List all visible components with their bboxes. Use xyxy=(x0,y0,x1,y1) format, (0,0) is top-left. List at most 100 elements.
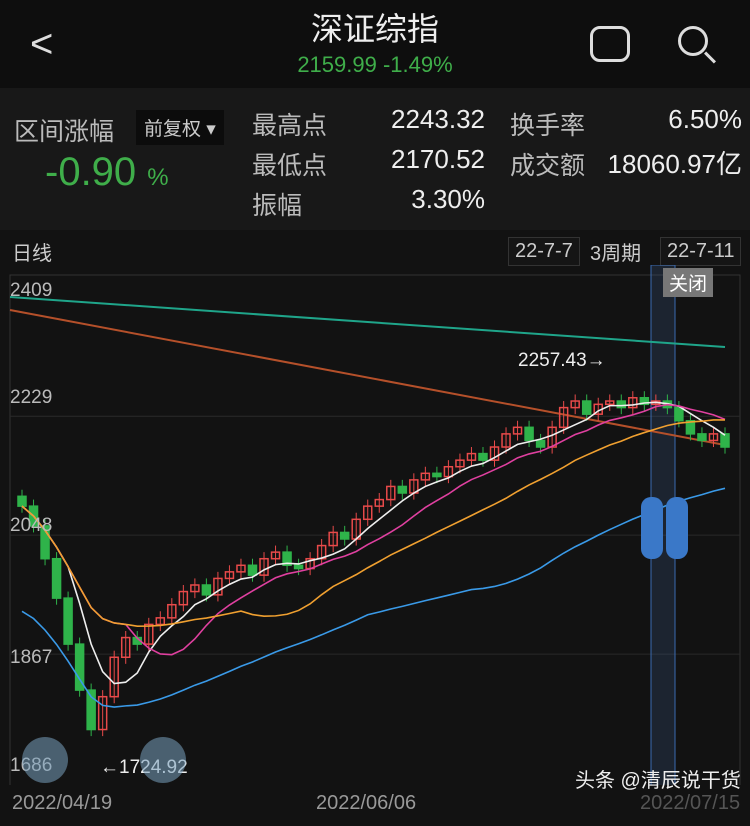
amp-label: 振幅 xyxy=(252,192,303,220)
candle xyxy=(374,498,385,507)
candle xyxy=(466,452,477,461)
candle xyxy=(605,400,615,406)
candle xyxy=(501,433,511,448)
candle xyxy=(397,485,408,494)
chart-frame xyxy=(9,274,741,785)
candle xyxy=(443,465,454,478)
header: < 深证综指 2159.99 -1.49% xyxy=(0,0,750,88)
ma-line-120 xyxy=(9,309,726,446)
start-date[interactable]: 22-7-7 xyxy=(508,237,580,266)
range-label: 区间涨幅 xyxy=(14,118,115,146)
candle xyxy=(639,396,650,406)
candle xyxy=(17,495,27,507)
low-label: 最低点 xyxy=(252,152,328,180)
y-tick: 2229 xyxy=(10,387,53,408)
candle xyxy=(63,597,73,645)
candle xyxy=(720,433,730,448)
candle xyxy=(259,557,269,576)
candle xyxy=(201,584,212,596)
candle xyxy=(708,433,719,442)
ma-line-10 xyxy=(21,403,726,656)
candle xyxy=(213,577,223,596)
candle xyxy=(386,485,396,501)
high-label: 最高点 xyxy=(252,112,328,140)
candle xyxy=(178,590,189,606)
candle xyxy=(535,439,546,448)
ma-line-40 xyxy=(21,487,726,708)
price-line: 2159.99 -1.49% xyxy=(0,52,750,78)
ma-line-long xyxy=(9,296,726,348)
x-tick: 2022/07/15 xyxy=(640,792,741,814)
candle xyxy=(74,643,85,691)
candle xyxy=(109,656,119,698)
pct-sign: % xyxy=(147,164,169,191)
robot-icon[interactable] xyxy=(590,26,630,62)
candle xyxy=(628,396,638,409)
candle xyxy=(270,551,281,560)
scroll-right-handle xyxy=(666,497,688,559)
candle xyxy=(51,557,62,599)
x-tick: 2022/04/19 xyxy=(12,792,113,814)
candle xyxy=(339,531,350,540)
turnover-value: 6.50% xyxy=(668,104,742,134)
volume-label: 成交额 xyxy=(510,152,586,180)
candle xyxy=(282,551,292,567)
candle xyxy=(293,564,304,570)
x-tick: 2022/06/06 xyxy=(316,792,417,814)
candle xyxy=(236,564,246,573)
y-tick: 2048 xyxy=(10,515,53,536)
candle xyxy=(97,695,108,731)
candle xyxy=(524,426,534,442)
candle xyxy=(86,689,96,731)
candle xyxy=(362,505,373,521)
back-icon[interactable]: < xyxy=(30,22,54,66)
candle xyxy=(247,564,258,576)
stats-panel xyxy=(0,88,750,230)
ma-line-5 xyxy=(21,401,726,685)
candle xyxy=(455,459,465,468)
candle xyxy=(224,571,235,580)
expand-icon[interactable] xyxy=(140,737,186,783)
turnover-label: 换手率 xyxy=(510,112,586,140)
amp-value: 3.30% xyxy=(411,184,485,214)
end-date[interactable]: 22-7-11 xyxy=(660,237,742,266)
candle xyxy=(581,400,592,415)
candle xyxy=(120,636,131,659)
high-value: 2243.32 xyxy=(391,104,485,134)
candle xyxy=(489,446,500,461)
draw-tool-icon[interactable] xyxy=(22,737,68,783)
candlestick-chart[interactable] xyxy=(0,265,750,785)
page-title: 深证综指 xyxy=(310,11,439,47)
span-label: 3周期 xyxy=(590,243,642,265)
adjust-dropdown[interactable]: 前复权 ▾ xyxy=(136,110,224,145)
candle xyxy=(144,623,154,645)
candle xyxy=(616,400,627,409)
max-annotation: 2257.43→ xyxy=(518,350,606,371)
change: -1.49% xyxy=(382,52,453,77)
watermark: 头条 @清辰说干货 xyxy=(575,770,741,792)
candle xyxy=(558,406,569,429)
range-change: -0.90 % xyxy=(45,150,169,195)
candle xyxy=(432,472,442,478)
y-tick: 1867 xyxy=(10,647,53,668)
price: 2159.99 xyxy=(297,52,377,77)
candle xyxy=(155,617,166,626)
low-value: 2170.52 xyxy=(391,144,485,174)
scroll-left-handle xyxy=(641,497,663,559)
candle xyxy=(190,584,200,593)
candle xyxy=(40,525,50,560)
candle xyxy=(512,426,523,435)
candle xyxy=(167,603,177,619)
y-tick: 2409 xyxy=(10,280,53,301)
close-button[interactable]: 关闭 xyxy=(663,268,714,297)
range-change-value: -0.90 xyxy=(45,150,137,194)
candle xyxy=(420,472,431,481)
candle xyxy=(328,531,338,547)
adjust-value: 前复权 xyxy=(144,119,202,140)
candle xyxy=(674,406,684,422)
search-icon[interactable] xyxy=(678,26,708,56)
candle xyxy=(478,452,488,461)
volume-value: 18060.97亿 xyxy=(607,149,742,179)
candle xyxy=(685,419,696,435)
period-label: 日线 xyxy=(12,243,52,265)
